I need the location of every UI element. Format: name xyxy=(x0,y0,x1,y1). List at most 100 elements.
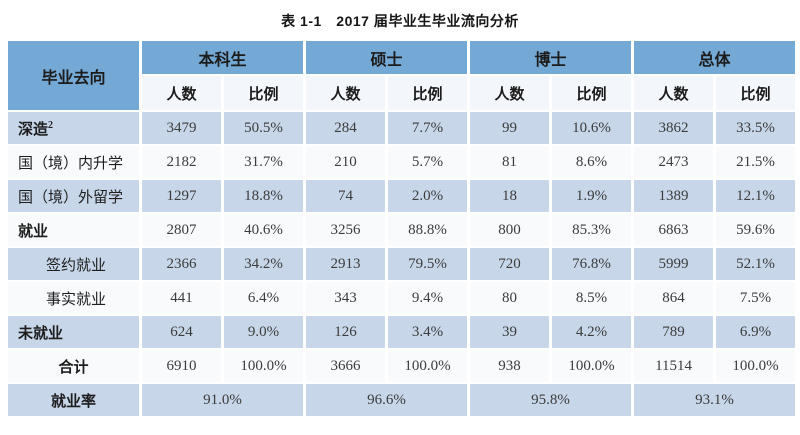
data-cell: 3666 xyxy=(306,350,386,382)
data-cell: 9.0% xyxy=(224,316,304,348)
corner-header-destination: 毕业去向 xyxy=(8,41,139,110)
row-label: 国（境）内升学 xyxy=(8,146,139,178)
subheader-ratio: 比例 xyxy=(552,76,632,110)
data-cell: 3862 xyxy=(634,112,714,144)
data-cell: 10.6% xyxy=(552,112,632,144)
data-cell: 3.4% xyxy=(388,316,468,348)
data-cell: 74 xyxy=(306,180,386,212)
data-cell-merged: 91.0% xyxy=(142,384,304,416)
row-label: 深造2 xyxy=(8,112,139,144)
subheader-ratio: 比例 xyxy=(388,76,468,110)
row-label: 合计 xyxy=(8,350,139,382)
data-cell: 3256 xyxy=(306,214,386,246)
data-cell: 81 xyxy=(470,146,550,178)
group-header-overall: 总体 xyxy=(634,41,796,74)
subheader-ratio: 比例 xyxy=(224,76,304,110)
data-cell: 3479 xyxy=(142,112,221,144)
data-cell: 441 xyxy=(142,282,221,314)
data-cell: 720 xyxy=(470,248,550,280)
data-cell: 100.0% xyxy=(224,350,304,382)
data-cell: 6910 xyxy=(142,350,221,382)
data-cell: 2182 xyxy=(142,146,221,178)
table-row-further-study: 深造2 3479 50.5% 284 7.7% 99 10.6% 3862 33… xyxy=(8,112,796,144)
data-cell: 126 xyxy=(306,316,386,348)
row-label: 未就业 xyxy=(8,316,139,348)
data-cell: 938 xyxy=(470,350,550,382)
data-cell: 50.5% xyxy=(224,112,304,144)
data-cell: 2913 xyxy=(306,248,386,280)
data-cell-merged: 96.6% xyxy=(306,384,468,416)
data-cell: 284 xyxy=(306,112,386,144)
group-header-row: 毕业去向 本科生 硕士 博士 总体 xyxy=(8,41,796,110)
table-body: 深造2 3479 50.5% 284 7.7% 99 10.6% 3862 33… xyxy=(8,112,796,416)
graduate-flow-table: 毕业去向 本科生 硕士 博士 总体 人数 比例 人数 比例 人数 比例 人数 比… xyxy=(5,39,798,418)
data-cell: 2366 xyxy=(142,248,221,280)
subheader-count: 人数 xyxy=(306,76,386,110)
data-cell: 1.9% xyxy=(552,180,632,212)
data-cell: 31.7% xyxy=(224,146,304,178)
data-cell: 76.8% xyxy=(552,248,632,280)
data-cell: 1389 xyxy=(634,180,714,212)
group-header-master: 硕士 xyxy=(306,41,468,74)
table-row-de-facto-employment: 事实就业 441 6.4% 343 9.4% 80 8.5% 864 7.5% xyxy=(8,282,796,314)
table-header: 毕业去向 本科生 硕士 博士 总体 人数 比例 人数 比例 人数 比例 人数 比… xyxy=(8,41,796,110)
data-cell: 18 xyxy=(470,180,550,212)
data-cell: 6863 xyxy=(634,214,714,246)
data-cell: 864 xyxy=(634,282,714,314)
data-cell: 624 xyxy=(142,316,221,348)
subheader-count: 人数 xyxy=(470,76,550,110)
row-label: 就业 xyxy=(8,214,139,246)
data-cell: 99 xyxy=(470,112,550,144)
data-cell: 5999 xyxy=(634,248,714,280)
data-cell: 85.3% xyxy=(552,214,632,246)
table-caption: 表 1-1 2017 届毕业生毕业流向分析 xyxy=(281,13,519,29)
data-cell: 2473 xyxy=(634,146,714,178)
data-cell: 4.2% xyxy=(552,316,632,348)
table-row-overseas-study: 国（境）外留学 1297 18.8% 74 2.0% 18 1.9% 1389 … xyxy=(8,180,796,212)
data-cell: 2.0% xyxy=(388,180,468,212)
data-cell: 80 xyxy=(470,282,550,314)
table-row-domestic-study: 国（境）内升学 2182 31.7% 210 5.7% 81 8.6% 2473… xyxy=(8,146,796,178)
data-cell: 800 xyxy=(470,214,550,246)
data-cell: 8.6% xyxy=(552,146,632,178)
row-label: 事实就业 xyxy=(8,282,139,314)
data-cell: 6.9% xyxy=(716,316,796,348)
subheader-count: 人数 xyxy=(634,76,714,110)
data-cell: 18.8% xyxy=(224,180,304,212)
footnote-marker: 2 xyxy=(48,119,54,131)
group-header-doctor: 博士 xyxy=(470,41,632,74)
sub-header-row: 人数 比例 人数 比例 人数 比例 人数 比例 xyxy=(8,76,796,110)
data-cell: 59.6% xyxy=(716,214,796,246)
data-cell: 11514 xyxy=(634,350,714,382)
table-row-unemployed: 未就业 624 9.0% 126 3.4% 39 4.2% 789 6.9% xyxy=(8,316,796,348)
subheader-ratio: 比例 xyxy=(716,76,796,110)
data-cell-merged: 93.1% xyxy=(634,384,796,416)
data-cell: 100.0% xyxy=(552,350,632,382)
data-cell: 100.0% xyxy=(388,350,468,382)
row-label: 签约就业 xyxy=(8,248,139,280)
data-cell: 34.2% xyxy=(224,248,304,280)
data-cell-merged: 95.8% xyxy=(470,384,632,416)
group-header-undergraduate: 本科生 xyxy=(142,41,304,74)
data-cell: 5.7% xyxy=(388,146,468,178)
data-cell: 12.1% xyxy=(716,180,796,212)
row-label-text: 深造 xyxy=(18,121,49,138)
data-cell: 33.5% xyxy=(716,112,796,144)
row-label: 国（境）外留学 xyxy=(8,180,139,212)
data-cell: 9.4% xyxy=(388,282,468,314)
data-cell: 6.4% xyxy=(224,282,304,314)
table-row-employment: 就业 2807 40.6% 3256 88.8% 800 85.3% 6863 … xyxy=(8,214,796,246)
data-cell: 8.5% xyxy=(552,282,632,314)
data-cell: 210 xyxy=(306,146,386,178)
data-cell: 21.5% xyxy=(716,146,796,178)
data-cell: 39 xyxy=(470,316,550,348)
data-cell: 7.7% xyxy=(388,112,468,144)
data-cell: 2807 xyxy=(142,214,221,246)
row-label: 就业率 xyxy=(8,384,139,416)
data-cell: 88.8% xyxy=(388,214,468,246)
table-row-total: 合计 6910 100.0% 3666 100.0% 938 100.0% 11… xyxy=(8,350,796,382)
table-row-contract-employment: 签约就业 2366 34.2% 2913 79.5% 720 76.8% 599… xyxy=(8,248,796,280)
data-cell: 1297 xyxy=(142,180,221,212)
table-row-employment-rate: 就业率 91.0% 96.6% 95.8% 93.1% xyxy=(8,384,796,416)
